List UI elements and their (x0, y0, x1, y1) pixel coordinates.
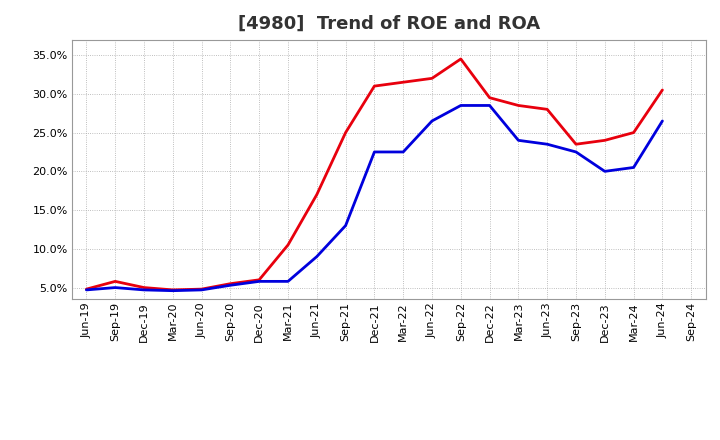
ROA (111, 285, 120, 290)
ROE (456, 56, 465, 62)
ROA (82, 287, 91, 293)
ROE (514, 103, 523, 108)
ROE (284, 242, 292, 248)
ROE (168, 287, 177, 293)
ROA (370, 149, 379, 154)
Title: [4980]  Trend of ROE and ROA: [4980] Trend of ROE and ROA (238, 15, 540, 33)
ROE (485, 95, 494, 100)
ROE (197, 286, 206, 292)
ROA (197, 287, 206, 293)
ROA (543, 142, 552, 147)
ROE (629, 130, 638, 135)
ROE (226, 281, 235, 286)
ROE (600, 138, 609, 143)
ROA (600, 169, 609, 174)
ROA (629, 165, 638, 170)
ROE (255, 277, 264, 282)
ROE (543, 107, 552, 112)
ROA (140, 287, 148, 293)
ROA (399, 149, 408, 154)
ROA (226, 282, 235, 288)
ROA (428, 118, 436, 124)
ROE (658, 87, 667, 92)
ROA (312, 254, 321, 259)
ROE (399, 80, 408, 85)
ROE (312, 192, 321, 197)
ROA (255, 279, 264, 284)
ROE (111, 279, 120, 284)
ROA (572, 149, 580, 154)
ROE (140, 285, 148, 290)
ROA (514, 138, 523, 143)
ROE (82, 286, 91, 292)
ROA (456, 103, 465, 108)
ROE (341, 130, 350, 135)
Line: ROE: ROE (86, 59, 662, 290)
ROE (428, 76, 436, 81)
ROE (572, 142, 580, 147)
ROA (168, 288, 177, 293)
ROE (370, 84, 379, 89)
ROA (658, 118, 667, 124)
ROA (485, 103, 494, 108)
ROA (284, 279, 292, 284)
Line: ROA: ROA (86, 106, 662, 291)
ROA (341, 223, 350, 228)
